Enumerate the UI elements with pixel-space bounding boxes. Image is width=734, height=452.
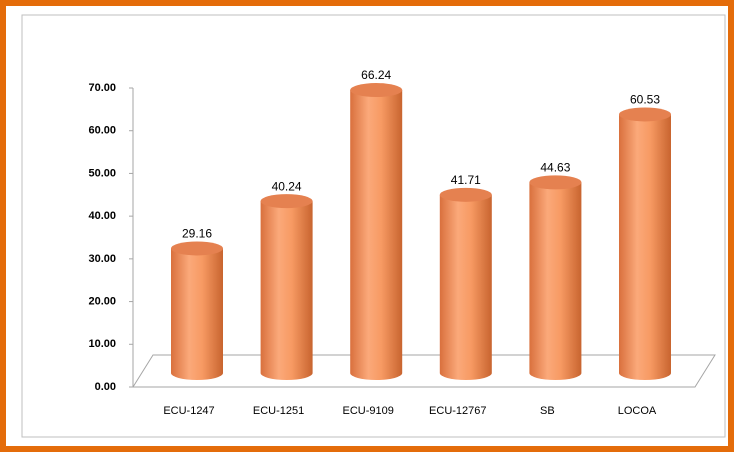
bar [619,114,671,380]
x-tick-label: ECU-9109 [343,405,394,417]
x-tick-label: SB [540,405,555,417]
value-label: 66.24 [361,68,391,82]
bar-top [529,175,582,190]
y-tick-label: 30.00 [88,253,116,265]
bar-top [439,187,492,202]
y-tick-label: 50.00 [88,167,116,179]
x-tick-label: LOCOA [618,405,657,417]
bar [350,90,403,381]
x-tick-label: ECU-12767 [429,405,486,417]
y-tick-label: 10.00 [88,338,116,350]
bar [171,248,223,380]
value-label: 40.24 [272,179,302,193]
x-tick-label: ECU-1247 [163,405,214,417]
x-tick-label: ECU-1251 [253,405,304,417]
bar-top [260,194,313,209]
bar-top [619,107,671,122]
bar [260,201,313,381]
bar-top [171,241,223,256]
bar [529,182,582,381]
bar-top [350,83,403,98]
bar [439,194,492,381]
value-label: 60.53 [630,93,660,107]
value-label: 41.71 [451,173,481,187]
value-label: 44.63 [540,161,570,175]
y-tick-label: 60.00 [88,125,116,137]
value-label: 29.16 [182,227,212,241]
y-tick-label: 20.00 [88,295,116,307]
y-tick-label: 70.00 [88,82,116,94]
y-tick-label: 0.00 [95,381,116,393]
y-tick-label: 40.00 [88,210,116,222]
plot-border [21,14,726,438]
